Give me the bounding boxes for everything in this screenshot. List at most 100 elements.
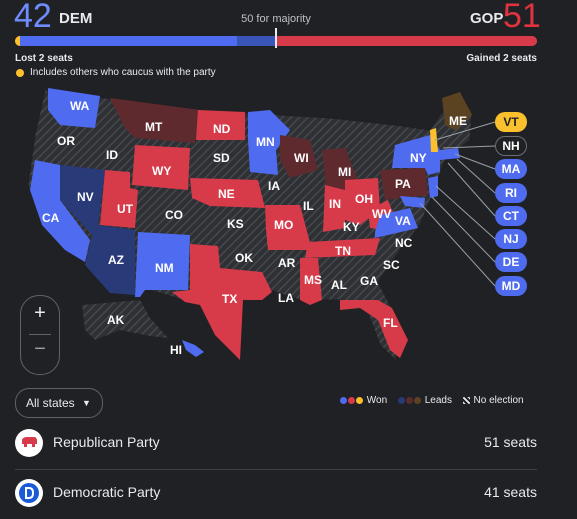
state-mt[interactable] [110, 98, 200, 143]
label-ks: KS [227, 217, 244, 231]
label-id: ID [106, 148, 118, 162]
state-vt[interactable] [430, 128, 438, 152]
gop-label: GOP [470, 10, 504, 27]
state-ny[interactable] [392, 135, 440, 175]
party-seats: 41 seats [484, 484, 537, 500]
pill-nh[interactable]: NH [495, 136, 527, 156]
label-me: ME [449, 114, 467, 128]
map-legend: Won Leads No election [340, 395, 524, 407]
state-mn[interactable] [248, 110, 290, 175]
state-hi[interactable] [182, 340, 204, 357]
lead-dem-dot [397, 396, 405, 404]
label-mn: MN [256, 135, 275, 149]
state-filter-value: All states [26, 396, 75, 410]
chevron-down-icon: ▼ [82, 398, 91, 408]
label-nv: NV [77, 190, 94, 204]
state-ca[interactable] [30, 160, 90, 262]
pill-ri[interactable]: RI [495, 183, 527, 203]
state-fl[interactable] [340, 300, 408, 358]
state-mo[interactable] [265, 205, 312, 250]
label-wa: WA [70, 99, 90, 113]
label-ny: NY [410, 151, 427, 165]
label-nc: NC [395, 236, 413, 250]
us-senate-map: WA OR ID MT ND MN WI MI NY ME PA OH IN I… [27, 88, 496, 362]
legend-won-label: Won [366, 395, 388, 406]
pill-vt[interactable]: VT [495, 112, 527, 132]
dem-change-note: Lost 2 seats [15, 53, 73, 64]
label-wi: WI [294, 151, 309, 165]
party-row-democratic[interactable]: Democratic Party 41 seats [15, 475, 537, 519]
seat-bar-dem-leads [237, 36, 275, 46]
party-name: Democratic Party [53, 484, 161, 500]
pill-ma[interactable]: MA [495, 159, 527, 179]
state-filter-dropdown[interactable]: All states ▼ [15, 388, 103, 418]
state-nd[interactable] [196, 110, 245, 140]
state-wi[interactable] [280, 135, 318, 178]
pill-nj[interactable]: NJ [495, 229, 527, 249]
state-nv[interactable] [60, 165, 105, 235]
label-sd: SD [213, 151, 230, 165]
label-pa: PA [395, 177, 411, 191]
label-ar: AR [278, 256, 296, 270]
label-il: IL [303, 199, 314, 213]
zoom-out-button[interactable]: − [34, 338, 46, 360]
label-tn: TN [335, 244, 351, 258]
state-nj-shape[interactable] [428, 176, 438, 198]
state-in[interactable] [323, 185, 345, 232]
state-ut[interactable] [100, 170, 138, 228]
state-va[interactable] [375, 208, 418, 238]
state-pa[interactable] [380, 168, 428, 200]
label-ms: MS [304, 273, 322, 287]
zoom-in-button[interactable]: + [34, 302, 46, 324]
label-or: OR [57, 134, 75, 148]
state-me[interactable] [442, 92, 472, 130]
majority-marker [275, 28, 277, 48]
won-ind-dot [356, 396, 363, 404]
state-ms[interactable] [300, 258, 322, 305]
label-wv: WV [372, 207, 391, 221]
caucus-note: Includes others who caucus with the part… [30, 67, 216, 78]
label-ga: GA [360, 274, 378, 288]
caucus-dot-icon [16, 69, 24, 77]
republican-elephant-icon [15, 429, 43, 457]
state-nm[interactable] [135, 232, 190, 297]
label-in: IN [329, 197, 341, 211]
label-mo: MO [274, 218, 293, 232]
label-mi: MI [338, 165, 351, 179]
lead-gop-dot [405, 396, 413, 404]
label-tx: TX [222, 292, 237, 306]
label-sc: SC [383, 258, 400, 272]
dem-label: DEM [59, 10, 93, 27]
callout-lines [419, 121, 496, 287]
label-wy: WY [152, 164, 171, 178]
seat-bar-independent [15, 36, 20, 46]
label-va: VA [395, 214, 411, 228]
zoom-control: + − [20, 295, 60, 375]
state-wa[interactable] [48, 88, 100, 128]
democratic-d-icon [15, 479, 43, 507]
pill-md[interactable]: MD [495, 276, 527, 296]
label-nd: ND [213, 122, 231, 136]
gop-seat-count: 51 [503, 0, 541, 35]
pill-ct[interactable]: CT [495, 206, 527, 226]
label-ut: UT [117, 202, 134, 216]
label-ca: CA [42, 211, 60, 225]
state-md-shape[interactable] [400, 196, 425, 208]
party-row-republican[interactable]: Republican Party 51 seats [15, 425, 537, 470]
state-ma-shape[interactable] [440, 148, 460, 160]
seat-bar-gop [275, 36, 537, 46]
won-dem-dot [340, 396, 347, 404]
pill-de[interactable]: DE [495, 252, 527, 272]
no-election-swatch-icon [462, 396, 470, 404]
state-wy[interactable] [132, 145, 190, 190]
state-tx[interactable] [172, 244, 272, 360]
label-oh: OH [355, 192, 373, 206]
state-az[interactable] [85, 225, 135, 295]
party-seats: 51 seats [484, 434, 537, 450]
state-tn[interactable] [305, 238, 380, 258]
seat-bar-dem-won [20, 36, 237, 46]
label-hi: HI [170, 343, 182, 357]
label-ok: OK [235, 251, 253, 265]
state-ne[interactable] [190, 178, 265, 208]
state-ak[interactable] [82, 300, 168, 340]
